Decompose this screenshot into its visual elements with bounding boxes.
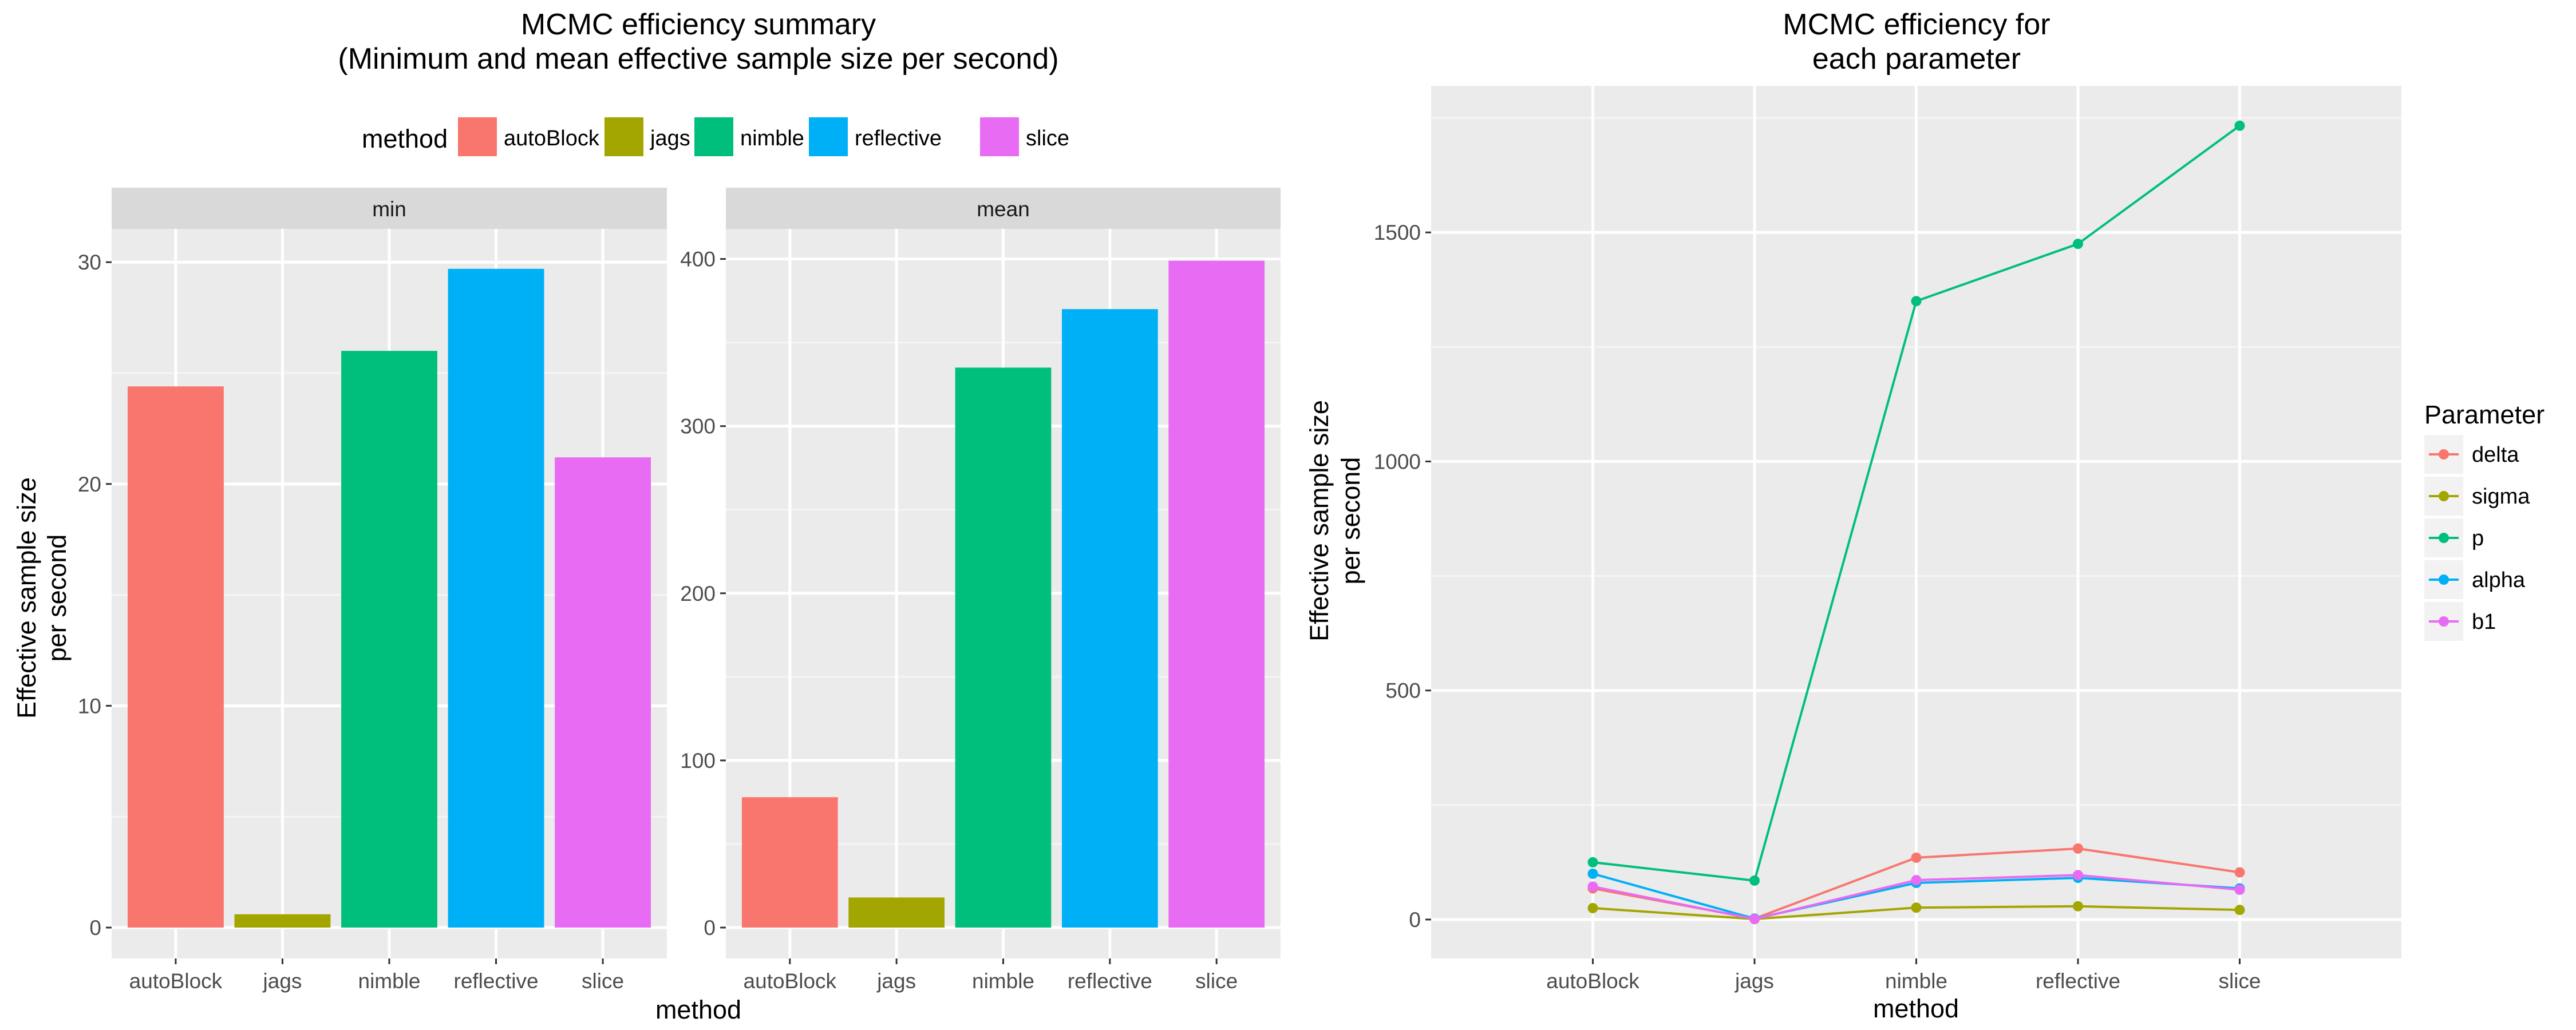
- legend-key-nimble: [694, 117, 733, 156]
- bar-mean-autoBlock: [741, 797, 838, 928]
- y-tick-label: 1000: [1374, 450, 1421, 473]
- x-tick-label: autoBlock: [744, 969, 837, 993]
- point-b1-jags: [1749, 914, 1760, 925]
- right-chart-title-line1: MCMC efficiency for: [1783, 8, 2050, 41]
- y-tick-label: 200: [680, 582, 716, 605]
- left-y-axis-title-line1: Effective sample size: [12, 477, 41, 719]
- x-tick-label: autoBlock: [129, 969, 223, 993]
- legend-label-delta: delta: [2472, 443, 2519, 467]
- x-tick-label: slice: [1195, 969, 1238, 993]
- legend-key-jags: [605, 117, 643, 156]
- facet-strip-label: min: [372, 197, 406, 221]
- bar-min-reflective: [448, 268, 544, 928]
- point-alpha-autoBlock: [1587, 868, 1598, 879]
- x-tick-label: jags: [1735, 969, 1774, 993]
- bar-mean-slice: [1168, 260, 1265, 928]
- bar-mean-jags: [848, 897, 945, 928]
- x-tick-label: reflective: [1068, 969, 1152, 993]
- bar-min-jags: [234, 914, 331, 928]
- point-p-autoBlock: [1587, 857, 1598, 867]
- legend-label-jags: jags: [650, 126, 690, 150]
- point-p-nimble: [1911, 296, 1922, 307]
- point-delta-nimble: [1911, 852, 1922, 863]
- right-panel: 0 500 1000 1500 autoBlock jags nimble reflectiv…: [1374, 86, 2401, 993]
- facet-strip-label: mean: [977, 197, 1030, 221]
- point-p-jags: [1749, 875, 1760, 886]
- left-legend: method autoBlock jags nimble reflective slic…: [362, 117, 1069, 156]
- bar-min-nimble: [341, 351, 437, 928]
- point-delta-slice: [2234, 867, 2245, 878]
- legend-key-point-delta: [2439, 449, 2449, 459]
- legend-label-nimble: nimble: [740, 126, 804, 150]
- legend-label-autoBlock: autoBlock: [504, 126, 600, 150]
- facet-panel-mean: mean 0 100 200 300 400 autoBlock jags nimble refl…: [680, 188, 1281, 993]
- point-sigma-autoBlock: [1587, 902, 1598, 913]
- y-tick-label: 20: [78, 473, 101, 496]
- x-tick-label: nimble: [1885, 969, 1947, 993]
- point-b1-nimble: [1911, 875, 1922, 886]
- left-chart-title: MCMC efficiency summary: [521, 8, 876, 41]
- point-b1-reflective: [2073, 870, 2083, 881]
- y-tick-label: 0: [704, 916, 716, 940]
- y-tick-label: 500: [1385, 679, 1421, 703]
- legend-label-b1: b1: [2472, 610, 2496, 634]
- point-b1-autoBlock: [1587, 881, 1598, 892]
- y-tick-label: 400: [680, 248, 716, 271]
- legend-label-sigma: sigma: [2472, 485, 2530, 509]
- point-p-reflective: [2073, 239, 2083, 249]
- legend-key-autoBlock: [458, 117, 497, 156]
- bar-mean-reflective: [1061, 309, 1158, 928]
- left-y-axis-title-line2: per second: [42, 534, 72, 662]
- x-tick-label: nimble: [972, 969, 1034, 993]
- legend-label-alpha: alpha: [2472, 568, 2526, 592]
- facet-panel-min: min 0 10 20 30 autoBlock jags nimble reflective s…: [78, 188, 667, 993]
- legend-key-point-sigma: [2439, 491, 2449, 501]
- legend-key-reflective: [809, 117, 848, 156]
- legend-label-slice: slice: [1026, 126, 1069, 150]
- right-legend: Parameter delta sigma p alpha b1: [2424, 400, 2545, 641]
- left-facets: min 0 10 20 30 autoBlock jags nimble reflective s…: [78, 188, 1281, 993]
- legend-key-point-b1: [2439, 616, 2449, 627]
- legend-key-point-p: [2439, 533, 2449, 543]
- point-sigma-reflective: [2073, 901, 2083, 912]
- right-legend-title: Parameter: [2424, 400, 2545, 429]
- x-tick-label: slice: [2218, 969, 2261, 993]
- x-tick-label: autoBlock: [1546, 969, 1639, 993]
- right-x-axis-title: method: [1873, 994, 1959, 1023]
- y-tick-label: 30: [78, 251, 101, 274]
- right-y-axis-title-line2: per second: [1336, 457, 1365, 585]
- x-tick-label: jags: [263, 969, 302, 993]
- x-tick-label: reflective: [454, 969, 539, 993]
- facet-strip-mean: [726, 188, 1281, 229]
- x-tick-label: slice: [582, 969, 624, 993]
- y-tick-label: 0: [89, 916, 101, 940]
- left-x-axis-title: method: [655, 995, 741, 1024]
- bar-min-slice: [555, 457, 651, 928]
- point-b1-slice: [2234, 884, 2245, 895]
- point-sigma-slice: [2234, 905, 2245, 916]
- y-tick-label: 100: [680, 749, 716, 772]
- legend-key-slice: [980, 117, 1019, 156]
- right-chart-title-line2: each parameter: [1812, 42, 2021, 76]
- point-delta-reflective: [2073, 843, 2083, 854]
- legend-key-point-alpha: [2439, 575, 2449, 585]
- y-tick-label: 1500: [1374, 221, 1421, 244]
- point-sigma-nimble: [1911, 902, 1922, 913]
- facet-strip-min: [112, 188, 667, 229]
- x-tick-label: jags: [876, 969, 916, 993]
- legend-label-reflective: reflective: [855, 126, 942, 150]
- left-chart-subtitle: (Minimum and mean effective sample size …: [338, 42, 1058, 76]
- bar-mean-nimble: [955, 367, 1052, 928]
- y-tick-label: 300: [680, 415, 716, 438]
- bar-min-autoBlock: [127, 386, 224, 928]
- x-tick-label: reflective: [2036, 969, 2120, 993]
- right-y-axis-title-line1: Effective sample size: [1305, 400, 1334, 641]
- y-tick-label: 0: [1409, 908, 1421, 932]
- left-legend-title: method: [362, 124, 448, 153]
- legend-label-p: p: [2472, 526, 2484, 550]
- x-tick-label: nimble: [358, 969, 421, 993]
- point-p-slice: [2234, 120, 2245, 131]
- y-tick-label: 10: [78, 694, 101, 718]
